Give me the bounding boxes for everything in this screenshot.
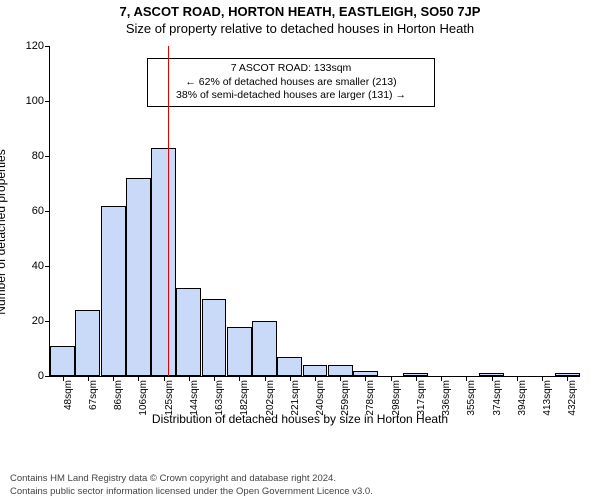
xtick-label: 67sqm	[88, 380, 99, 410]
histogram-bar	[75, 310, 100, 376]
ytick-label: 120	[26, 40, 44, 52]
ytick-mark	[45, 46, 50, 47]
y-axis-label: Number of detached properties	[0, 149, 8, 314]
xtick-label: 432sqm	[567, 380, 578, 416]
footer-line2: Contains public sector information licen…	[10, 486, 373, 498]
xtick-label: 221sqm	[290, 380, 301, 416]
x-axis-title: Distribution of detached houses by size …	[5, 412, 595, 426]
xtick-label: 259sqm	[340, 380, 351, 416]
chart-wrap: Number of detached properties 7 ASCOT RO…	[5, 38, 595, 426]
ytick-mark	[45, 101, 50, 102]
ytick-mark	[45, 321, 50, 322]
ytick-mark	[45, 376, 50, 377]
footer-line1: Contains HM Land Registry data © Crown c…	[10, 473, 373, 485]
xtick-label: 374sqm	[492, 380, 503, 416]
plot-area: 7 ASCOT ROAD: 133sqm ← 62% of detached h…	[49, 46, 580, 377]
xtick-label: 413sqm	[542, 380, 553, 416]
xtick-label: 336sqm	[441, 380, 452, 416]
histogram-bar	[50, 346, 75, 376]
histogram-bar	[176, 288, 201, 376]
xtick-label: 144sqm	[189, 380, 200, 416]
ytick-label: 40	[32, 260, 44, 272]
xtick-label: 125sqm	[164, 380, 175, 416]
reference-line	[168, 46, 169, 376]
ytick-label: 60	[32, 205, 44, 217]
ytick-mark	[45, 156, 50, 157]
ytick-label: 100	[26, 95, 44, 107]
xtick-label: 163sqm	[214, 380, 225, 416]
xtick-label: 240sqm	[315, 380, 326, 416]
histogram-bar	[328, 365, 353, 376]
histogram-bar	[303, 365, 328, 376]
histogram-bar	[252, 321, 277, 376]
page-title: 7, ASCOT ROAD, HORTON HEATH, EASTLEIGH, …	[0, 4, 600, 19]
xtick-label: 106sqm	[138, 380, 149, 416]
ytick-mark	[45, 266, 50, 267]
ytick-label: 0	[38, 370, 44, 382]
histogram-bar	[277, 357, 302, 376]
ytick-label: 80	[32, 150, 44, 162]
xtick-label: 278sqm	[365, 380, 376, 416]
xtick-label: 48sqm	[63, 380, 74, 410]
xtick-label: 298sqm	[391, 380, 402, 416]
xtick-label: 394sqm	[517, 380, 528, 416]
xtick-label: 182sqm	[239, 380, 250, 416]
histogram-bar	[227, 327, 252, 377]
ytick-label: 20	[32, 315, 44, 327]
chart-subtitle: Size of property relative to detached ho…	[0, 21, 600, 36]
histogram-bar	[202, 299, 227, 376]
bars-layer	[50, 46, 580, 376]
xtick-label: 355sqm	[466, 380, 477, 416]
histogram-bar	[151, 148, 176, 376]
xtick-label: 202sqm	[265, 380, 276, 416]
page-container: 7, ASCOT ROAD, HORTON HEATH, EASTLEIGH, …	[0, 4, 600, 504]
histogram-bar	[126, 178, 151, 376]
ytick-mark	[45, 211, 50, 212]
histogram-bar	[101, 206, 126, 377]
footer: Contains HM Land Registry data © Crown c…	[10, 473, 373, 498]
xtick-label: 86sqm	[113, 380, 124, 410]
xtick-label: 317sqm	[416, 380, 427, 416]
